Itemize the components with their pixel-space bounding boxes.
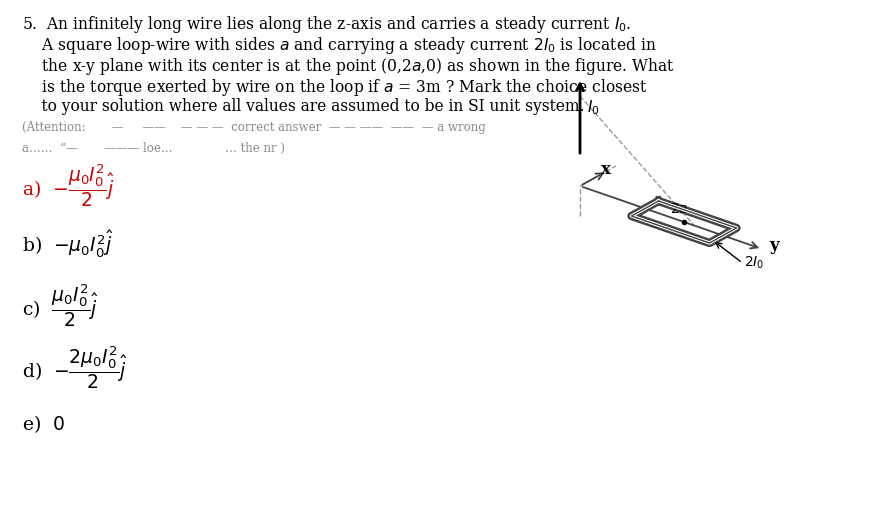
Text: y: y: [768, 237, 778, 254]
Text: d)  $-\dfrac{2\mu_0 I_0^2}{2}\hat{j}$: d) $-\dfrac{2\mu_0 I_0^2}{2}\hat{j}$: [22, 345, 128, 392]
Text: $2a$: $2a$: [669, 202, 688, 216]
Text: $I_0$: $I_0$: [587, 99, 599, 117]
Text: $2I_0$: $2I_0$: [744, 255, 764, 271]
Text: c)  $\dfrac{\mu_0 I_0^2}{2}\hat{j}$: c) $\dfrac{\mu_0 I_0^2}{2}\hat{j}$: [22, 283, 99, 329]
Text: the x-y plane with its center is at the point (0,2$a$,0) as shown in the figure.: the x-y plane with its center is at the …: [22, 56, 674, 77]
Text: a)  $-\dfrac{\mu_0 I_0^2}{2}\hat{j}$: a) $-\dfrac{\mu_0 I_0^2}{2}\hat{j}$: [22, 163, 115, 209]
Text: a……  “—       ——— loe…              … the nr ): a…… “— ——— loe… … the nr ): [22, 142, 285, 155]
Text: x: x: [601, 160, 610, 178]
Text: 5.  An infinitely long wire lies along the z-axis and carries a steady current $: 5. An infinitely long wire lies along th…: [22, 14, 631, 35]
Text: (Attention:       —     ——    — — —  correct answer  — — ——  ——  — a wrong: (Attention: — —— — — — correct answer — …: [22, 121, 485, 134]
Text: b)  $-\mu_0 I_0^2\hat{j}$: b) $-\mu_0 I_0^2\hat{j}$: [22, 228, 113, 260]
Text: is the torque exerted by wire on the loop if $a$ = 3m ? Mark the choice closest: is the torque exerted by wire on the loo…: [22, 77, 647, 98]
Text: A square loop-wire with sides $a$ and carrying a steady current $2I_0$ is locate: A square loop-wire with sides $a$ and ca…: [22, 35, 656, 56]
Text: e)  $0$: e) $0$: [22, 413, 65, 435]
Text: to your solution where all values are assumed to be in SI unit system.: to your solution where all values are as…: [22, 98, 584, 115]
